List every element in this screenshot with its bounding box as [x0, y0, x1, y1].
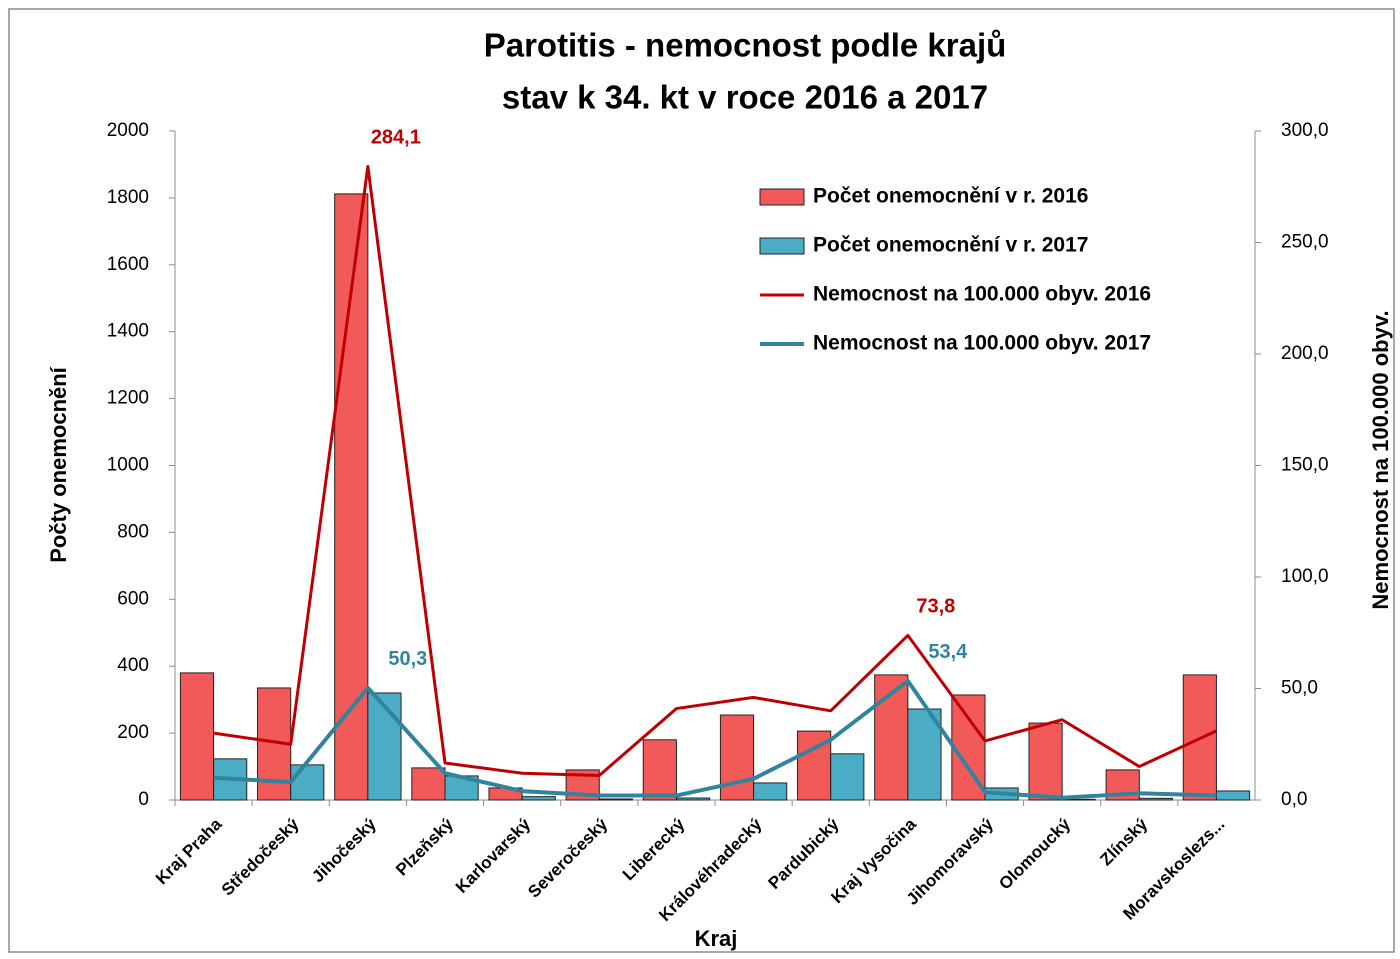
x-tick-label: Karlovarský	[452, 814, 535, 897]
bar	[598, 798, 633, 801]
bar	[719, 714, 755, 801]
bar	[1028, 722, 1063, 801]
legend-label: Nemocnost na 100.000 obyv. 2017	[813, 332, 1151, 355]
y2-tick-label: 250,0	[1281, 232, 1329, 253]
x-tick-label: Olomoucký	[995, 814, 1074, 893]
bar	[290, 764, 325, 801]
x-tick-label: Pardubický	[764, 814, 843, 893]
data-label: 284,1	[371, 127, 421, 149]
y-tick-label: 1000	[107, 455, 149, 476]
x-tick-label: Zlínský	[1096, 814, 1151, 869]
y-tick-label: 400	[117, 655, 149, 676]
bar	[675, 797, 711, 801]
y-tick-label: 2000	[107, 120, 149, 141]
legend-label: Nemocnost na 100.000 obyv. 2016	[813, 283, 1151, 306]
y2-tick-label: 200,0	[1281, 343, 1329, 364]
x-tick-label: Kraj Praha	[152, 814, 226, 888]
y-axis-title: Počty onemocnění	[46, 366, 71, 562]
line	[213, 678, 1217, 800]
x-tick-label: Liberecký	[619, 814, 689, 884]
bar	[1138, 797, 1173, 801]
bar	[907, 708, 942, 801]
bar	[1215, 790, 1251, 801]
x-tick-label: Plzeňský	[392, 814, 457, 879]
y-tick-label: 1800	[107, 187, 149, 208]
chart-subtitle: stav k 34. kt v roce 2016 a 2017	[502, 79, 988, 116]
x-tick-label: Jihočeský	[308, 814, 380, 886]
x-tick-label: Středočeský	[218, 814, 303, 899]
legend-label: Počet onemocnění v r. 2017	[813, 234, 1088, 257]
chart-border	[8, 8, 1395, 953]
y-tick-label: 0	[138, 789, 149, 810]
y2-tick-label: 0,0	[1281, 789, 1307, 810]
bar	[521, 796, 556, 801]
y-tick-label: 1600	[107, 254, 149, 275]
y-tick-label: 1200	[107, 388, 149, 409]
line	[213, 164, 1218, 777]
bar	[411, 767, 446, 801]
bar	[830, 753, 865, 801]
chart-title: Parotitis - nemocnost podle krajů	[484, 27, 1007, 64]
bar	[642, 739, 677, 801]
y2-axis-title: Nemocnost na 100.000 obyv.	[1368, 310, 1393, 609]
y2-tick-label: 300,0	[1281, 120, 1329, 141]
y2-tick-label: 100,0	[1281, 566, 1329, 587]
bar	[179, 672, 215, 801]
legend-label: Počet onemocnění v r. 2016	[813, 185, 1088, 208]
legend-swatch	[759, 237, 805, 255]
y-tick-label: 200	[117, 722, 149, 743]
bar	[367, 692, 402, 801]
x-tick-label: Severočeský	[524, 814, 611, 901]
y2-tick-label: 150,0	[1281, 455, 1329, 476]
legend-swatch	[759, 188, 805, 206]
data-label: 50,3	[388, 648, 427, 670]
bar	[753, 782, 788, 801]
y-tick-label: 1400	[107, 321, 149, 342]
y2-tick-label: 50,0	[1281, 678, 1318, 699]
data-label: 73,8	[916, 596, 955, 618]
x-axis-title: Kraj	[695, 926, 738, 951]
data-label: 53,4	[928, 641, 968, 663]
y-tick-label: 800	[117, 521, 149, 542]
y-tick-label: 600	[117, 588, 149, 609]
